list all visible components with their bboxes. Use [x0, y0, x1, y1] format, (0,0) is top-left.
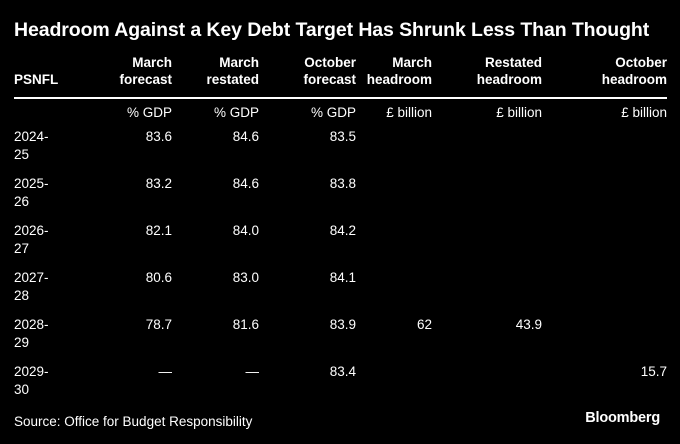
october-forecast-cell: 84.1	[329, 270, 356, 285]
year-cell: 2026- 27	[14, 223, 49, 256]
october-headroom-cell	[542, 314, 667, 361]
march-forecast-cell: —	[158, 364, 173, 379]
march-restated-cell: 84.6	[232, 176, 259, 191]
march-headroom-cell	[356, 267, 432, 314]
unit-cell	[14, 98, 84, 126]
col-header-march-restated: March restated	[172, 54, 259, 99]
october-headroom-cell: 15.7	[640, 364, 667, 379]
october-forecast-cell: 83.8	[329, 176, 356, 191]
restated-headroom-cell	[432, 173, 542, 220]
unit-cell: £ billion	[386, 105, 432, 120]
march-forecast-cell: 78.7	[145, 317, 172, 332]
october-headroom-cell	[542, 267, 667, 314]
march-forecast-cell: 83.6	[145, 129, 172, 144]
table-row: 2027- 28 80.6 83.0 84.1	[14, 267, 667, 314]
march-forecast-cell: 83.2	[145, 176, 172, 191]
source-note: Source: Office for Budget Responsibility	[14, 414, 253, 429]
table-row: 2024- 25 83.6 84.6 83.5	[14, 126, 667, 173]
col-header-restated-headroom: Restated headroom	[432, 54, 542, 99]
restated-headroom-cell	[432, 126, 542, 173]
year-cell: 2029- 30	[14, 364, 49, 397]
unit-cell: % GDP	[213, 105, 259, 120]
table-row: 2029- 30 — — 83.4 15.7	[14, 361, 667, 408]
october-headroom-cell	[542, 220, 667, 267]
march-restated-cell: 81.6	[232, 317, 259, 332]
march-restated-cell: 84.0	[232, 223, 259, 238]
col-header-psnfl: PSNFL	[14, 54, 84, 99]
col-header-october-forecast: October forecast	[259, 54, 356, 99]
march-headroom-cell	[356, 173, 432, 220]
october-forecast-cell: 83.9	[329, 317, 356, 332]
col-header-october-headroom: October headroom	[542, 54, 667, 99]
october-forecast-cell: 84.2	[329, 223, 356, 238]
march-headroom-cell	[356, 126, 432, 173]
march-headroom-cell: 62	[416, 317, 432, 332]
chart-title: Headroom Against a Key Debt Target Has S…	[14, 19, 650, 41]
table-row: 2028- 29 78.7 81.6 83.9 62 43.9	[14, 314, 667, 361]
year-cell: 2028- 29	[14, 317, 49, 350]
header-row: PSNFL March forecast March restated Octobe…	[14, 54, 667, 99]
october-forecast-cell: 83.5	[329, 129, 356, 144]
table-row: 2025- 26 83.2 84.6 83.8	[14, 173, 667, 220]
restated-headroom-cell	[432, 361, 542, 408]
restated-headroom-cell: 43.9	[515, 317, 542, 332]
october-forecast-cell: 83.4	[329, 364, 356, 379]
year-cell: 2024- 25	[14, 129, 49, 162]
bloomberg-logo: Bloomberg	[585, 410, 660, 426]
march-headroom-cell	[356, 220, 432, 267]
table-row: 2026- 27 82.1 84.0 84.2	[14, 220, 667, 267]
col-header-march-forecast: March forecast	[84, 54, 172, 99]
year-cell: 2025- 26	[14, 176, 49, 209]
march-forecast-cell: 82.1	[145, 223, 172, 238]
october-headroom-cell	[542, 173, 667, 220]
october-headroom-cell	[542, 126, 667, 173]
units-row: % GDP % GDP % GDP £ billion £ billion £ …	[14, 98, 667, 126]
debt-table: PSNFL March forecast March restated Octobe…	[14, 54, 667, 408]
unit-cell: % GDP	[126, 105, 172, 120]
march-forecast-cell: 80.6	[145, 270, 172, 285]
restated-headroom-cell	[432, 220, 542, 267]
march-restated-cell: —	[245, 364, 260, 379]
unit-cell: £ billion	[621, 105, 667, 120]
unit-cell: % GDP	[310, 105, 356, 120]
year-cell: 2027- 28	[14, 270, 49, 303]
march-restated-cell: 84.6	[232, 129, 259, 144]
march-restated-cell: 83.0	[232, 270, 259, 285]
march-headroom-cell	[356, 361, 432, 408]
col-header-march-headroom: March headroom	[356, 54, 432, 99]
restated-headroom-cell	[432, 267, 542, 314]
unit-cell: £ billion	[496, 105, 542, 120]
